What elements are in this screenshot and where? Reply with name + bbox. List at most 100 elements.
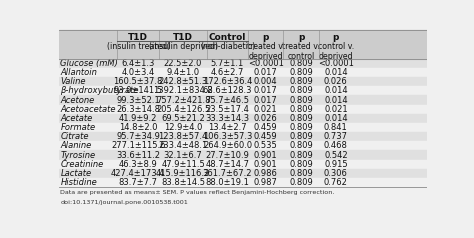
Text: p: p: [263, 33, 269, 42]
Text: 4.0±3.4: 4.0±3.4: [122, 68, 155, 77]
Text: 83.7±7.7: 83.7±7.7: [118, 178, 158, 187]
Text: 0.306: 0.306: [324, 169, 348, 178]
Text: 0.459: 0.459: [254, 123, 277, 132]
Text: 277.1±115.6: 277.1±115.6: [111, 141, 165, 150]
Text: 415.9±116.2: 415.9±116.2: [156, 169, 210, 178]
Text: 123.8±57.4: 123.8±57.4: [158, 132, 208, 141]
Bar: [59, 123, 427, 132]
Text: T1D: T1D: [173, 33, 193, 42]
Text: 106.3±57.3: 106.3±57.3: [203, 132, 252, 141]
Text: Acetate: Acetate: [60, 114, 92, 123]
Text: 0.809: 0.809: [289, 114, 313, 123]
Text: (insulin treated): (insulin treated): [107, 42, 170, 51]
Text: 0.021: 0.021: [324, 105, 347, 114]
Text: 95.7±34.9: 95.7±34.9: [116, 132, 160, 141]
Text: 0.014: 0.014: [324, 114, 347, 123]
Bar: [59, 132, 427, 141]
Text: p: p: [333, 33, 339, 42]
Text: 0.535: 0.535: [254, 141, 278, 150]
Text: 47.9±11.5: 47.9±11.5: [161, 160, 205, 169]
Text: 0.915: 0.915: [324, 160, 347, 169]
Text: Control: Control: [209, 33, 246, 42]
Text: Formate: Formate: [60, 123, 95, 132]
Bar: [59, 169, 427, 178]
Text: 0.809: 0.809: [289, 160, 313, 169]
Text: 0.809: 0.809: [289, 150, 313, 159]
Bar: [59, 77, 427, 86]
Bar: [59, 105, 427, 114]
Text: 172.6±36.4: 172.6±36.4: [203, 77, 252, 86]
Text: 41.9±9.2: 41.9±9.2: [119, 114, 157, 123]
Bar: [59, 30, 427, 59]
Text: 0.809: 0.809: [289, 77, 313, 86]
Text: 22.5±2.0: 22.5±2.0: [164, 59, 202, 68]
Bar: [59, 68, 427, 77]
Text: Tyrosine: Tyrosine: [60, 150, 95, 159]
Text: Creatinine: Creatinine: [60, 160, 104, 169]
Text: 361.7±67.2: 361.7±67.2: [203, 169, 252, 178]
Text: control v.
deprived: control v. deprived: [318, 42, 354, 61]
Text: 0.026: 0.026: [254, 114, 278, 123]
Text: 0.762: 0.762: [324, 178, 348, 187]
Text: 233.4±48.1: 233.4±48.1: [158, 141, 208, 150]
Text: 93.0±141.5: 93.0±141.5: [114, 86, 163, 95]
Text: 264.9±60.0: 264.9±60.0: [203, 141, 252, 150]
Text: 0.901: 0.901: [254, 150, 277, 159]
Text: Lactate: Lactate: [60, 169, 91, 178]
Text: 46.3±8.9: 46.3±8.9: [119, 160, 158, 169]
Text: 0.901: 0.901: [254, 160, 277, 169]
Text: 0.014: 0.014: [324, 86, 347, 95]
Bar: [59, 59, 427, 68]
Text: 75.7±46.5: 75.7±46.5: [206, 95, 249, 104]
Text: Acetone: Acetone: [60, 95, 95, 104]
Text: 0.021: 0.021: [254, 105, 277, 114]
Text: <0.0001: <0.0001: [248, 59, 283, 68]
Text: 0.809: 0.809: [289, 123, 313, 132]
Text: 242.8±51.3: 242.8±51.3: [158, 77, 208, 86]
Text: 1392.1±834.2: 1392.1±834.2: [153, 86, 213, 95]
Text: 26.3±14.8: 26.3±14.8: [116, 105, 160, 114]
Text: 0.017: 0.017: [254, 95, 278, 104]
Text: 9.4±1.0: 9.4±1.0: [166, 68, 200, 77]
Text: Alanine: Alanine: [60, 141, 91, 150]
Text: Valine: Valine: [60, 77, 86, 86]
Bar: [59, 160, 427, 169]
Text: β-hydroxybutyrate: β-hydroxybutyrate: [60, 86, 139, 95]
Text: Citrate: Citrate: [60, 132, 89, 141]
Bar: [59, 114, 427, 123]
Text: 48.7±14.7: 48.7±14.7: [206, 160, 249, 169]
Text: 0.014: 0.014: [324, 95, 347, 104]
Text: 757.2±421.8: 757.2±421.8: [156, 95, 210, 104]
Text: 205.4±126.5: 205.4±126.5: [156, 105, 210, 114]
Text: 0.004: 0.004: [254, 77, 277, 86]
Text: 33.6±11.2: 33.6±11.2: [116, 150, 160, 159]
Text: 0.017: 0.017: [254, 86, 278, 95]
Text: 0.809: 0.809: [289, 105, 313, 114]
Text: 88.0±19.1: 88.0±19.1: [206, 178, 249, 187]
Text: 0.809: 0.809: [289, 59, 313, 68]
Text: Acetoacetate: Acetoacetate: [60, 105, 116, 114]
Text: 6.4±1.3: 6.4±1.3: [121, 59, 155, 68]
Text: 0.017: 0.017: [254, 68, 278, 77]
Text: treated v.
control: treated v. control: [282, 42, 320, 61]
Text: 0.809: 0.809: [289, 95, 313, 104]
Text: (insulin deprived): (insulin deprived): [148, 42, 218, 51]
Text: 0.987: 0.987: [254, 178, 278, 187]
Text: 0.809: 0.809: [289, 178, 313, 187]
Text: 32.1±6.7: 32.1±6.7: [164, 150, 202, 159]
Bar: [59, 86, 427, 95]
Text: <0.0001: <0.0001: [318, 59, 354, 68]
Text: 0.809: 0.809: [289, 68, 313, 77]
Text: 13.4±2.7: 13.4±2.7: [208, 123, 247, 132]
Text: 427.4±173.4: 427.4±173.4: [111, 169, 165, 178]
Text: 0.459: 0.459: [254, 132, 277, 141]
Text: 23.5±17.4: 23.5±17.4: [206, 105, 249, 114]
Text: 0.841: 0.841: [324, 123, 348, 132]
Text: doi:10.1371/journal.pone.0010538.t001: doi:10.1371/journal.pone.0010538.t001: [60, 200, 188, 205]
Text: 99.3±52.1: 99.3±52.1: [116, 95, 160, 104]
Text: Glucose (mM): Glucose (mM): [60, 59, 118, 68]
Bar: [59, 141, 427, 150]
Text: 14.8±2.0: 14.8±2.0: [119, 123, 157, 132]
Bar: [59, 150, 427, 160]
Text: Allantoin: Allantoin: [60, 68, 97, 77]
